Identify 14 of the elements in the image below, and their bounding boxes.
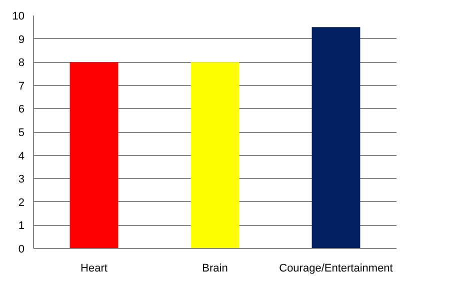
y-tick-label: 5 <box>18 127 25 139</box>
y-tick-label: 4 <box>18 150 25 162</box>
y-tick-label: 3 <box>18 174 25 186</box>
y-tick-label: 2 <box>18 196 25 209</box>
y-tick-label: 6 <box>18 104 25 116</box>
x-tick-label: Heart <box>80 262 108 274</box>
y-tick-label: 7 <box>18 80 25 92</box>
y-tick-label: 8 <box>18 57 25 70</box>
y-tick-label: 9 <box>18 34 25 46</box>
y-tick-label: 1 <box>18 220 25 232</box>
x-tick-label: Courage/Entertainment <box>279 262 393 274</box>
x-tick-label: Brain <box>202 262 228 274</box>
y-tick-label: 0 <box>18 244 25 256</box>
y-tick-label: 10 <box>12 10 25 22</box>
